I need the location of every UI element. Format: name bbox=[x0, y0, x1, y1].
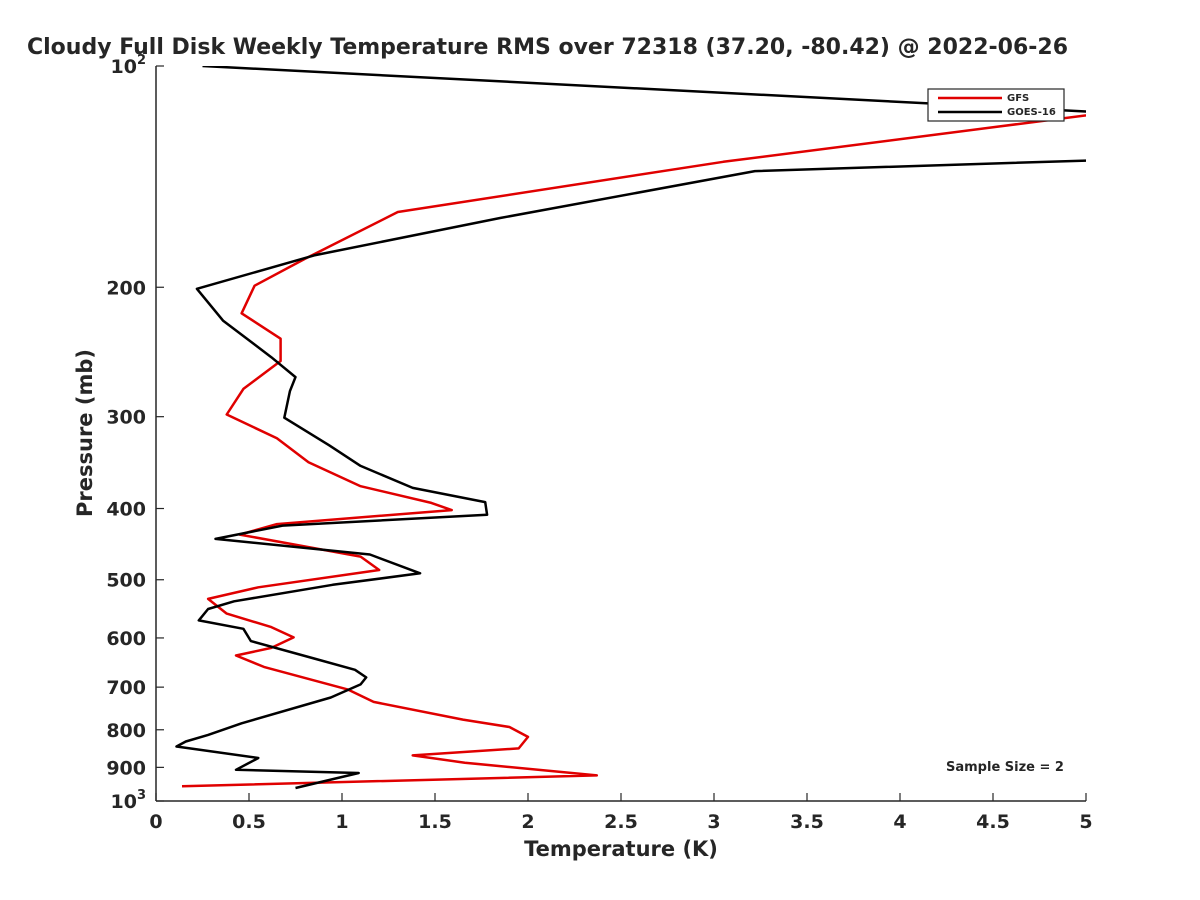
y-tick-label: 400 bbox=[106, 499, 146, 521]
y-tick-label: 200 bbox=[106, 277, 146, 299]
x-tick-label: 0 bbox=[149, 811, 162, 833]
y-tick-label: 300 bbox=[106, 407, 146, 429]
y-tick-label: 900 bbox=[106, 757, 146, 779]
y-ticks: 102 200 300 400 500 600 700 800 900 103 bbox=[106, 53, 164, 813]
x-tick-label: 1 bbox=[335, 811, 348, 833]
series-line-goes-16 bbox=[175, 66, 1086, 790]
y-axis-label: Pressure (mb) bbox=[73, 349, 97, 517]
x-tick-label: 3 bbox=[707, 811, 720, 833]
series-line-gfs bbox=[181, 114, 1086, 788]
axes bbox=[155, 66, 1086, 802]
x-tick-label: 4.5 bbox=[976, 811, 1010, 833]
x-tick-label: 0.5 bbox=[232, 811, 266, 833]
y-tick-label: 103 bbox=[111, 788, 147, 813]
x-tick-label: 4 bbox=[893, 811, 906, 833]
y-tick-label: 600 bbox=[106, 628, 146, 650]
x-tick-label: 5 bbox=[1079, 811, 1092, 833]
legend-label-gfs: GFS bbox=[1007, 93, 1029, 104]
x-ticks: 0 0.5 1 1.5 2 2.5 3 3.5 4 4.5 5 bbox=[149, 793, 1093, 833]
y-tick-label: 500 bbox=[106, 570, 146, 592]
legend-box bbox=[927, 88, 1065, 122]
x-tick-label: 1.5 bbox=[418, 811, 452, 833]
x-tick-label: 2 bbox=[521, 811, 534, 833]
x-tick-label: 3.5 bbox=[790, 811, 824, 833]
chart-title: Cloudy Full Disk Weekly Temperature RMS … bbox=[27, 35, 1068, 60]
legend-label-goes: GOES-16 bbox=[1007, 107, 1056, 118]
legend: GFS GOES-16 bbox=[927, 88, 1065, 122]
y-tick-label: 700 bbox=[106, 677, 146, 699]
y-tick-label: 800 bbox=[106, 720, 146, 742]
x-tick-label: 2.5 bbox=[604, 811, 638, 833]
sample-size-annotation: Sample Size = 2 bbox=[946, 760, 1064, 775]
y-tick-label: 102 bbox=[111, 53, 147, 78]
series-layer bbox=[175, 66, 1086, 790]
x-axis-label: Temperature (K) bbox=[524, 837, 718, 861]
